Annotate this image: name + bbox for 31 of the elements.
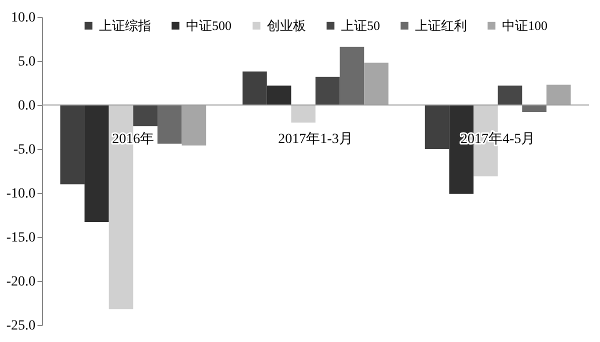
y-tick-label: 10.0 — [11, 10, 36, 26]
bar — [316, 76, 340, 105]
bar — [522, 105, 546, 112]
bar — [340, 46, 364, 105]
bar — [60, 105, 85, 184]
bar — [133, 105, 158, 126]
legend-label: 上证综指 — [99, 18, 151, 33]
bar — [266, 86, 292, 105]
y-tick-label: -15.0 — [6, 230, 36, 246]
y-tick-label: -25.0 — [6, 318, 36, 334]
bar — [291, 105, 316, 123]
y-tick-label: -5.0 — [13, 142, 36, 158]
bar — [84, 105, 109, 222]
y-tick-label: -10.0 — [6, 186, 36, 202]
legend-label: 创业板 — [267, 18, 306, 33]
bar — [364, 62, 388, 105]
bar — [546, 84, 571, 105]
x-tick-label: 2017年1-3月 — [278, 131, 353, 147]
y-tick-label: 0.0 — [18, 98, 36, 114]
legend-label: 上证50 — [341, 18, 380, 33]
bar — [498, 86, 522, 105]
legend-label: 中证500 — [186, 18, 232, 33]
x-tick-label: 2016年 — [112, 131, 154, 147]
bar — [157, 105, 182, 144]
bar — [424, 105, 450, 149]
legend-label: 中证100 — [502, 18, 548, 33]
legend-label: 上证红利 — [415, 18, 467, 33]
y-tick-label: 5.0 — [18, 54, 36, 70]
bar — [182, 105, 206, 146]
y-tick-label: -20.0 — [6, 274, 36, 290]
bar — [242, 72, 267, 105]
